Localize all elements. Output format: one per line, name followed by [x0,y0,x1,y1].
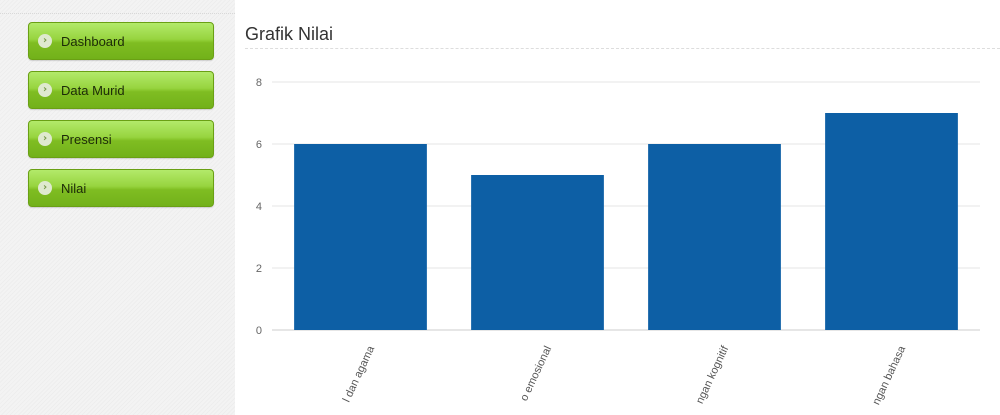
y-tick-label: 4 [256,201,262,213]
x-tick-label: ngan kognitif [694,343,732,405]
sidebar-item-data-murid[interactable]: › Data Murid [28,71,214,109]
chevron-right-icon: › [38,132,52,146]
x-tick-label: l dan agama [341,343,378,404]
chevron-right-icon: › [38,181,52,195]
sidebar: › Dashboard › Data Murid › Presensi › Ni… [0,0,235,415]
bar[interactable] [294,144,427,330]
x-tick-label: ngan bahasa [870,343,908,407]
y-tick-label: 8 [256,77,262,89]
y-tick-label: 0 [256,325,262,337]
bar[interactable] [471,175,604,330]
sidebar-item-presensi[interactable]: › Presensi [28,120,214,158]
sidebar-item-label: Dashboard [61,34,125,49]
sidebar-item-label: Nilai [61,181,87,196]
chevron-right-icon: › [38,83,52,97]
bar[interactable] [648,144,781,330]
title-divider [245,48,1000,49]
y-tick-label: 6 [256,139,262,151]
x-tick-label: o emosional [518,344,554,403]
sidebar-item-label: Data Murid [61,83,125,98]
sidebar-divider [0,13,235,14]
chevron-right-icon: › [38,34,52,48]
sidebar-item-nilai[interactable]: › Nilai [28,169,214,207]
y-tick-label: 2 [256,263,262,275]
page-title: Grafik Nilai [245,24,334,44]
bar[interactable] [825,113,958,330]
sidebar-item-label: Presensi [61,132,112,147]
sidebar-item-dashboard[interactable]: › Dashboard [28,22,214,60]
